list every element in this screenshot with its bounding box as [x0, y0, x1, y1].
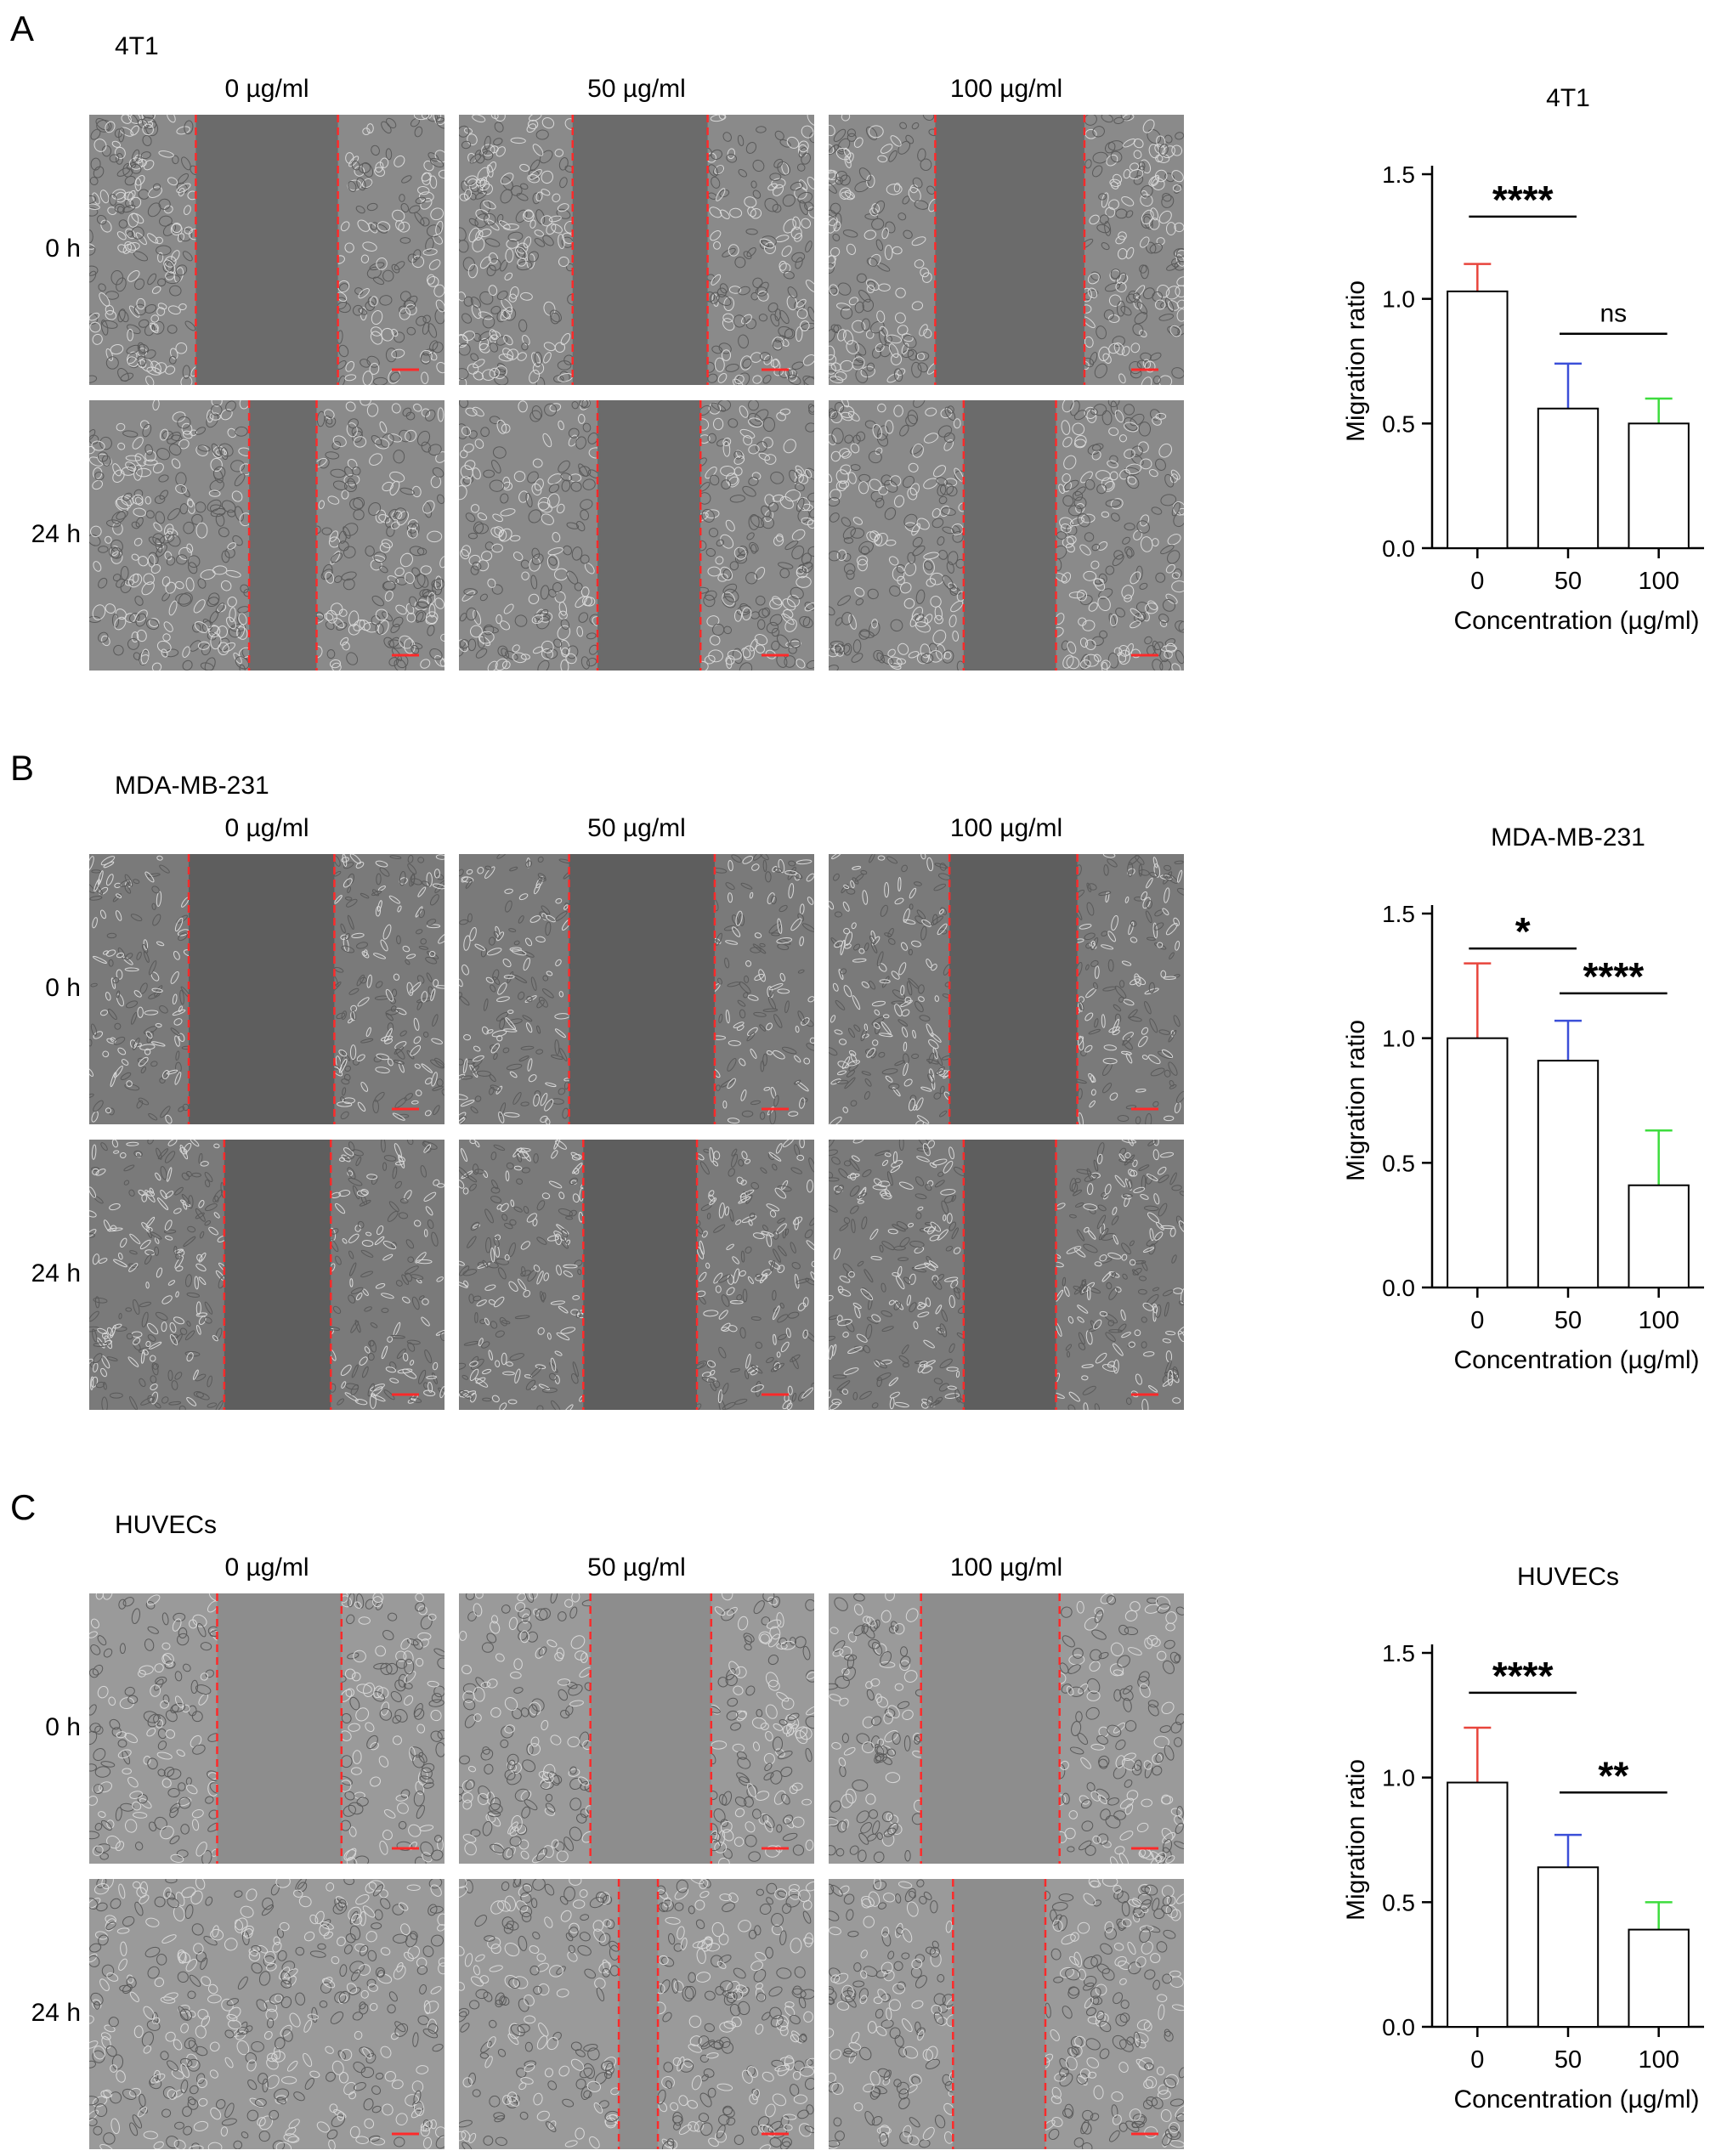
micrograph-4t1-2-1 — [829, 400, 1184, 671]
y-tick-label: 1.5 — [1382, 161, 1415, 188]
y-tick-label: 1.0 — [1382, 1026, 1415, 1052]
bar — [1447, 1037, 1509, 1288]
concentration-label: 0 µg/ml — [224, 75, 309, 103]
x-axis-label: Concentration (µg/ml) — [1453, 1346, 1699, 1374]
bar — [1537, 407, 1600, 549]
micrograph-mda-mb-231-0-1 — [89, 1140, 444, 1410]
y-axis-label: Migration ratio — [1342, 1020, 1370, 1181]
micrograph-mda-mb-231-1-1 — [459, 1140, 814, 1410]
significance-label: **** — [1492, 1654, 1554, 1698]
y-tick-label: 1.5 — [1382, 1640, 1415, 1667]
concentration-label: 100 µg/ml — [949, 1553, 1063, 1582]
time-label: 24 h — [31, 1999, 81, 2027]
time-label: 0 h — [45, 235, 81, 263]
x-tick-label: 0 — [1470, 1307, 1484, 1334]
panel-letter: C — [10, 1487, 37, 1527]
significance-label: **** — [1583, 954, 1645, 999]
concentration-label: 100 µg/ml — [949, 814, 1063, 842]
time-label: 24 h — [31, 520, 81, 548]
chart-svg: HUVECs 0.0 0.5 1.0 1.5 Migration ratio 0 50 100 C… — [1342, 1563, 1704, 2114]
chart-svg: 4T1 0.0 0.5 1.0 1.5 Migration ratio 0 50 100 Conc… — [1342, 84, 1704, 635]
cell-line-label: HUVECs — [115, 1511, 218, 1539]
micrograph-mda-mb-231-0-0 — [89, 854, 444, 1124]
significance-label: * — [1515, 909, 1531, 954]
micrograph-huvecs-2-0 — [829, 1593, 1184, 1864]
x-axis-label: Concentration (µg/ml) — [1453, 2085, 1699, 2114]
bar — [1628, 1184, 1690, 1289]
micrograph-4t1-0-1 — [89, 400, 444, 671]
panel-letter: B — [10, 748, 35, 788]
chart-title: MDA-MB-231 — [1491, 823, 1645, 852]
bar — [1628, 422, 1690, 550]
x-tick-label: 50 — [1554, 568, 1582, 595]
concentration-label: 0 µg/ml — [224, 814, 309, 842]
bar — [1628, 1928, 1690, 2029]
micrograph-4t1-1-0 — [459, 115, 814, 385]
y-tick-label: 0.5 — [1382, 410, 1415, 437]
panel-letter: A — [10, 8, 35, 48]
bar — [1537, 1060, 1600, 1288]
cell-line-label: 4T1 — [115, 32, 159, 60]
x-axis-label: Concentration (µg/ml) — [1453, 607, 1699, 635]
y-axis-label: Migration ratio — [1342, 1759, 1370, 1921]
micrograph-huvecs-0-1 — [89, 1879, 444, 2149]
x-tick-label: 0 — [1470, 568, 1484, 595]
x-tick-label: 0 — [1470, 2046, 1484, 2074]
micrograph-huvecs-1-0 — [459, 1593, 814, 1864]
significance-label: ns — [1600, 300, 1627, 328]
y-tick-label: 0.5 — [1382, 1150, 1415, 1176]
micrograph-mda-mb-231-2-0 — [829, 854, 1184, 1124]
concentration-label: 100 µg/ml — [949, 75, 1063, 103]
micrograph-mda-mb-231-2-1 — [829, 1140, 1184, 1410]
time-label: 0 h — [45, 974, 81, 1002]
concentration-label: 50 µg/ml — [587, 1553, 686, 1582]
bar-chart-1: MDA-MB-231 0.0 0.5 1.0 1.5 Migration ratio 0 50… — [1305, 807, 1713, 1374]
micrograph-huvecs-1-1 — [459, 1879, 814, 2149]
y-tick-label: 1.5 — [1382, 901, 1415, 927]
y-tick-label: 1.0 — [1382, 286, 1415, 313]
concentration-label: 50 µg/ml — [587, 814, 686, 842]
concentration-label: 0 µg/ml — [224, 1553, 309, 1582]
bar — [1447, 1781, 1509, 2028]
y-tick-label: 0.0 — [1382, 535, 1415, 562]
micrograph-4t1-1-1 — [459, 400, 814, 671]
micrograph-4t1-0-0 — [89, 115, 444, 385]
micrograph-mda-mb-231-1-0 — [459, 854, 814, 1124]
time-label: 24 h — [31, 1259, 81, 1287]
y-tick-label: 0.0 — [1382, 1275, 1415, 1301]
x-tick-label: 100 — [1638, 2046, 1679, 2074]
x-tick-label: 50 — [1554, 1307, 1582, 1334]
bar-chart-2: HUVECs 0.0 0.5 1.0 1.5 Migration ratio 0 50 100 C… — [1305, 1547, 1713, 2114]
micrograph-huvecs-2-1 — [829, 1879, 1184, 2149]
bar — [1537, 1866, 1600, 2028]
y-tick-label: 0.0 — [1382, 2014, 1415, 2040]
x-tick-label: 100 — [1638, 1307, 1679, 1334]
y-tick-label: 1.0 — [1382, 1765, 1415, 1791]
bar — [1447, 290, 1509, 549]
chart-title: 4T1 — [1546, 84, 1590, 112]
significance-label: **** — [1492, 178, 1554, 222]
cell-line-label: MDA-MB-231 — [115, 772, 269, 800]
chart-svg: MDA-MB-231 0.0 0.5 1.0 1.5 Migration ratio 0 50… — [1342, 823, 1704, 1374]
x-tick-label: 50 — [1554, 2046, 1582, 2074]
time-label: 0 h — [45, 1713, 81, 1741]
y-tick-label: 0.5 — [1382, 1889, 1415, 1916]
y-axis-label: Migration ratio — [1342, 280, 1370, 442]
micrograph-4t1-2-0 — [829, 115, 1184, 385]
x-tick-label: 100 — [1638, 568, 1679, 595]
significance-label: ** — [1598, 1753, 1628, 1797]
concentration-label: 50 µg/ml — [587, 75, 686, 103]
bar-chart-0: 4T1 0.0 0.5 1.0 1.5 Migration ratio 0 50 100 Conc… — [1305, 68, 1713, 635]
chart-title: HUVECs — [1517, 1563, 1619, 1591]
micrograph-huvecs-0-0 — [89, 1593, 444, 1864]
